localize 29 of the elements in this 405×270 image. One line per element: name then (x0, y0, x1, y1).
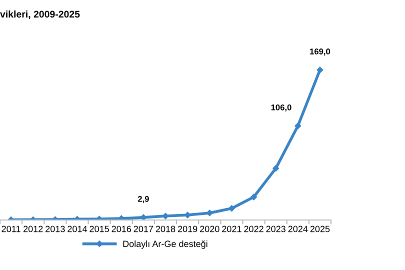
point (250, 194, 257, 200)
chart-title: vikleri, 2009-2025 (0, 10, 80, 20)
point (316, 66, 324, 74)
data-label: 169,0 (310, 48, 330, 56)
data-label: 2,9 (138, 196, 149, 204)
legend-label: Dolaylı Ar-Ge desteği (123, 240, 208, 249)
x-tick-label: 2013 (46, 226, 65, 232)
x-tick-label: 2018 (156, 226, 176, 232)
x-tick-label: 2023 (266, 226, 286, 232)
x-tick-label: 2024 (288, 226, 308, 232)
x-tick-label: 2011 (2, 226, 20, 232)
x-tick-label: 2014 (68, 226, 88, 232)
x-tick-label: 2012 (24, 226, 43, 232)
x-tick-label: 2019 (178, 226, 198, 232)
x-tick-label: 2017 (134, 226, 154, 232)
data-label: 106,0 (271, 104, 292, 112)
point (228, 205, 235, 212)
point (162, 212, 169, 220)
x-tick-label: 2022 (244, 226, 264, 232)
x-tick-label: 2025 (310, 226, 330, 232)
point (140, 214, 147, 220)
x-tick-label: 2015 (90, 226, 109, 232)
point (294, 122, 302, 130)
point (206, 210, 213, 216)
x-tick-label: 2016 (112, 226, 132, 232)
point (184, 212, 191, 218)
x-tick-label: 2021 (222, 226, 242, 232)
point (272, 165, 279, 172)
x-tick-label: 2020 (200, 226, 220, 232)
